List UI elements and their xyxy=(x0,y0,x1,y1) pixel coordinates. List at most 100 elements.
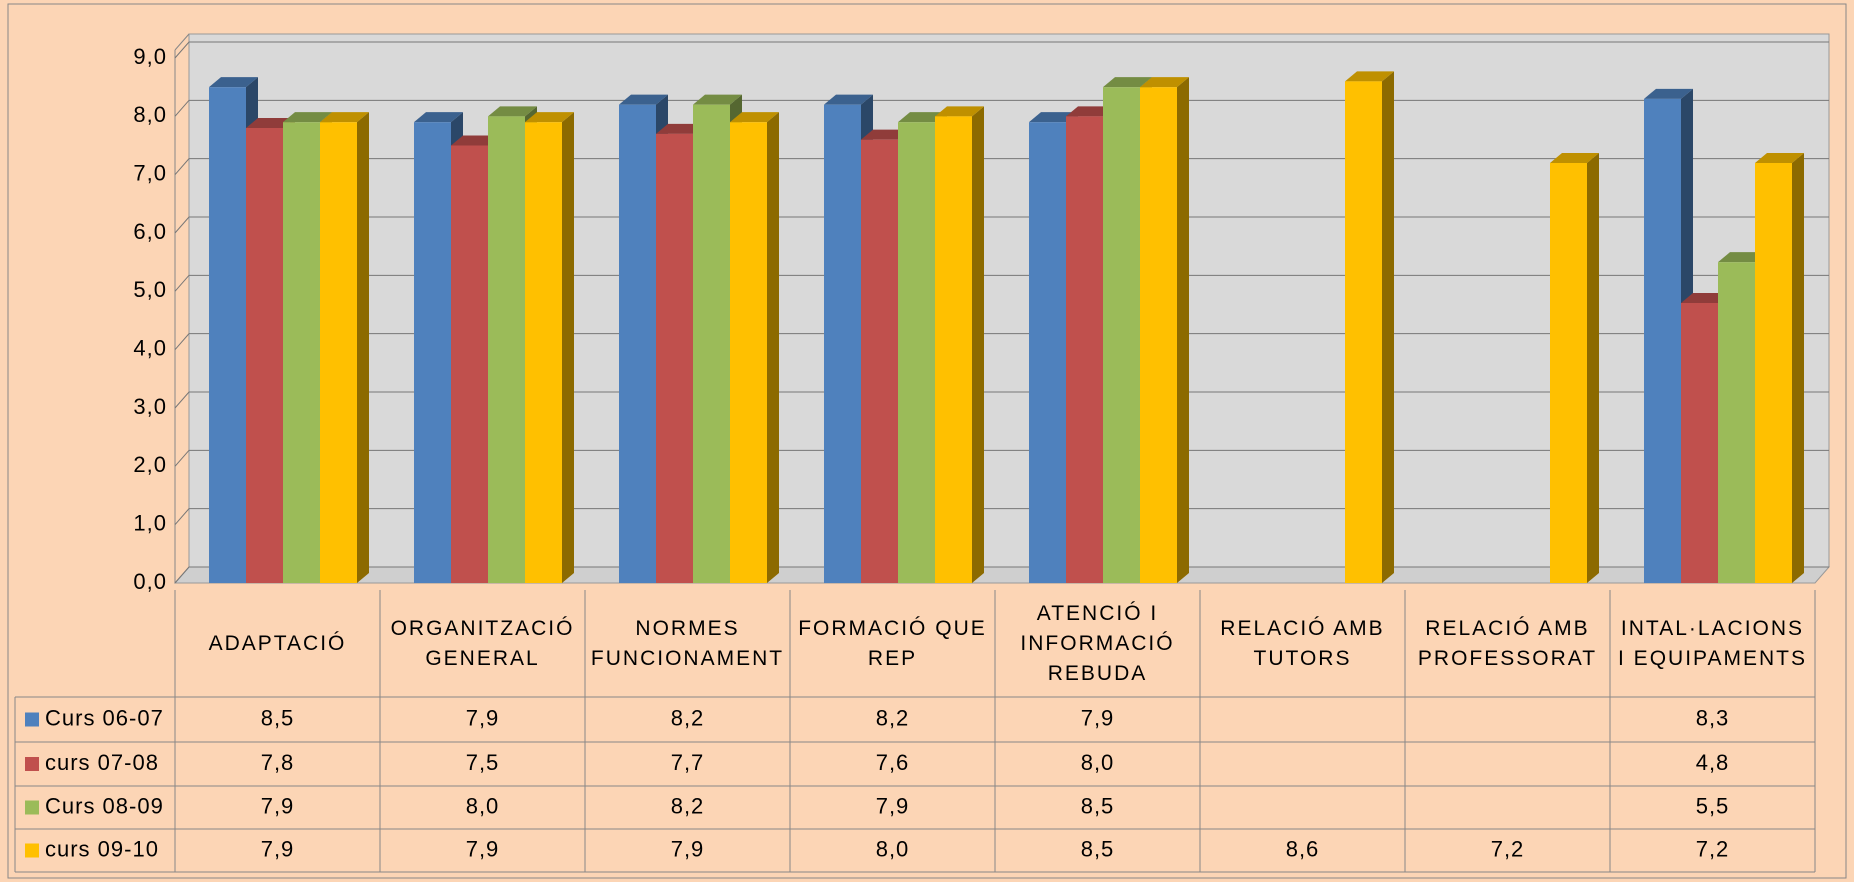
table-value: 7,8 xyxy=(261,750,295,775)
bar xyxy=(824,104,861,584)
grid-line xyxy=(174,566,1829,584)
table-value: 4,8 xyxy=(1696,750,1730,775)
bar-top xyxy=(1029,112,1078,123)
bar xyxy=(619,104,656,584)
table-value: 8,5 xyxy=(1081,793,1115,818)
legend-label: curs 07-08 xyxy=(45,750,159,775)
bar xyxy=(1681,303,1718,583)
table-value: 8,2 xyxy=(876,705,910,730)
y-tick-label: 3,0 xyxy=(133,394,167,419)
y-tick-label: 7,0 xyxy=(133,160,167,185)
bar xyxy=(246,128,283,583)
bar xyxy=(1103,87,1140,584)
table-value: 7,7 xyxy=(671,750,705,775)
table-value: 7,9 xyxy=(466,705,500,730)
bar-top xyxy=(1345,71,1394,82)
bar-top xyxy=(246,118,295,128)
bar xyxy=(525,122,562,584)
bar xyxy=(1066,116,1103,583)
y-tick-label: 5,0 xyxy=(133,277,167,302)
bar xyxy=(1644,98,1681,583)
grid-line xyxy=(174,274,1829,292)
bar-side xyxy=(562,112,574,584)
legend-key xyxy=(25,712,39,727)
y-tick-label: 1,0 xyxy=(133,510,167,535)
bar-top xyxy=(283,112,332,123)
table-value: 8,0 xyxy=(876,836,910,861)
bar xyxy=(488,116,525,583)
bar-side xyxy=(1177,77,1189,584)
table-value: 8,6 xyxy=(1286,836,1320,861)
table-value: 8,2 xyxy=(671,793,705,818)
bar xyxy=(861,139,898,583)
table-value: 7,6 xyxy=(876,750,910,775)
table-value: 8,3 xyxy=(1696,705,1730,730)
legend-key xyxy=(25,757,39,771)
category-label: ADAPTACIÓ xyxy=(208,631,347,655)
bar xyxy=(414,122,451,584)
grid-line xyxy=(174,41,1829,59)
bar-top xyxy=(488,106,537,117)
bar-top xyxy=(1066,106,1115,117)
bar-top xyxy=(861,129,910,140)
table-value: 8,0 xyxy=(1081,750,1115,775)
grid-line xyxy=(174,158,1829,175)
bar-side xyxy=(1382,71,1394,583)
y-tick-label: 2,0 xyxy=(133,452,167,477)
y-tick-label: 9,0 xyxy=(133,44,167,69)
table-value: 7,9 xyxy=(466,836,500,861)
bar xyxy=(451,145,488,583)
bar-top xyxy=(1681,293,1730,303)
category-label: ATENCIÓ I INFORMACIÓ REBUDA xyxy=(1020,601,1175,685)
bar-top xyxy=(898,112,947,123)
table-value: 7,9 xyxy=(671,836,705,861)
legend-label: curs 09-10 xyxy=(45,836,159,861)
legend-key xyxy=(25,800,39,815)
table-value: 8,5 xyxy=(1081,836,1115,861)
y-tick-label: 0,0 xyxy=(133,569,167,594)
table-value: 7,5 xyxy=(466,750,500,775)
bar xyxy=(209,87,246,584)
bar-top xyxy=(525,112,574,123)
bar-top xyxy=(1140,77,1189,88)
y-tick-label: 8,0 xyxy=(133,102,167,127)
table-value: 7,9 xyxy=(261,836,295,861)
chart-border xyxy=(7,3,1847,879)
bar-side xyxy=(972,106,984,583)
bar xyxy=(1755,163,1792,583)
bar-top xyxy=(935,106,984,117)
bar-top xyxy=(693,94,742,105)
category-label: INTAL·LACIONS I EQUIPAMENTS xyxy=(1618,616,1807,670)
legend-key xyxy=(25,843,39,858)
bar-top xyxy=(1550,153,1599,163)
bar xyxy=(898,122,935,584)
bar xyxy=(1345,81,1382,583)
bar-side xyxy=(1587,153,1599,583)
grid-line xyxy=(174,508,1829,525)
table-value: 8,0 xyxy=(466,793,500,818)
bar-top xyxy=(1644,88,1693,99)
grid-line xyxy=(174,391,1829,409)
bar-top xyxy=(320,112,369,123)
bar-top xyxy=(1755,153,1804,163)
bar-side xyxy=(1792,153,1804,583)
bar-top xyxy=(451,135,500,146)
table-value: 8,5 xyxy=(261,705,295,730)
table-value: 8,2 xyxy=(671,705,705,730)
category-label: FORMACIÓ QUE REP xyxy=(798,616,987,670)
bar-top xyxy=(1103,77,1152,88)
bar-top xyxy=(824,94,873,105)
table-value: 7,9 xyxy=(261,793,295,818)
bar xyxy=(1550,163,1587,583)
bar-side xyxy=(357,112,369,584)
bar-side xyxy=(767,112,779,584)
bar-top xyxy=(656,123,705,134)
bar xyxy=(320,122,357,584)
table-value: 7,2 xyxy=(1491,836,1525,861)
table-value: 7,9 xyxy=(876,793,910,818)
bar xyxy=(693,104,730,584)
bar xyxy=(1140,87,1177,584)
bar xyxy=(1718,262,1755,583)
y-tick-label: 4,0 xyxy=(133,335,167,360)
